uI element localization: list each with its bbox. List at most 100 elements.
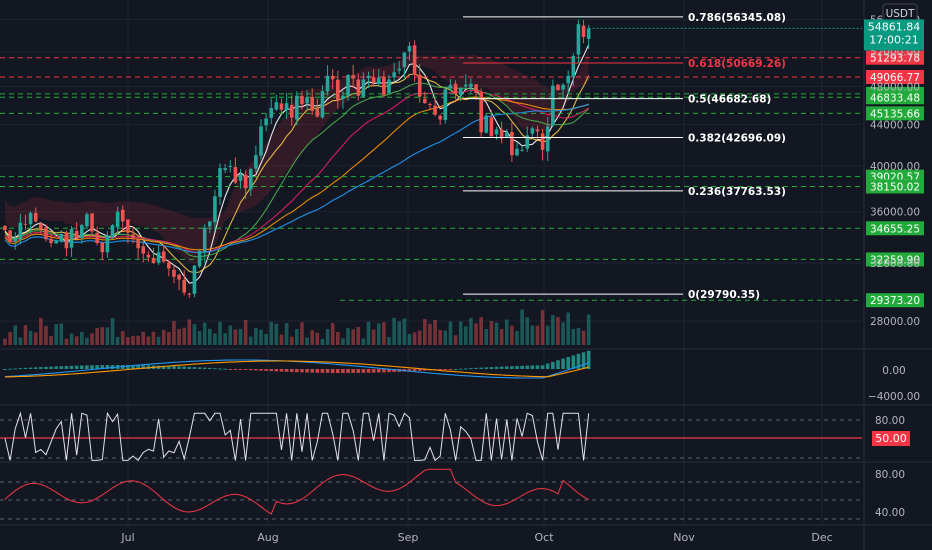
candle-body: [141, 246, 146, 254]
candle-body: [23, 223, 28, 225]
volume-bar: [510, 325, 514, 345]
time-tick-label: Dec: [811, 531, 832, 544]
candle-body: [448, 84, 453, 89]
volume-bar: [361, 338, 366, 345]
currency-badge[interactable]: USDT: [882, 3, 918, 23]
macd-hist-bar: [141, 365, 146, 369]
candle-body: [85, 214, 89, 227]
volume-bar: [351, 329, 355, 345]
macd-hist-bar: [325, 369, 330, 373]
candle-body: [576, 24, 581, 55]
macd-hist-bar: [187, 366, 192, 369]
candle-body: [131, 234, 135, 240]
candle-body: [376, 77, 381, 84]
macd-hist-bar: [18, 368, 23, 370]
volume-bar: [161, 329, 166, 345]
candle-body: [44, 227, 48, 240]
macd-hist-bar: [330, 369, 335, 373]
macd-hist-bar: [458, 368, 463, 370]
candle-body: [13, 237, 18, 242]
level-tag-4: [866, 106, 924, 121]
volume-bar: [484, 328, 489, 345]
macd-hist-bar: [566, 357, 570, 369]
price-axis[interactable]: 51293.7849066.7747193.5146833.4845135.66…: [866, 14, 924, 519]
volume-bar: [39, 318, 43, 345]
candle-body: [346, 74, 350, 96]
volume-bar: [376, 323, 381, 345]
candle-body: [336, 79, 340, 101]
macd-hist-bar: [320, 369, 325, 373]
volume-bar: [254, 328, 258, 345]
macd-hist-bar: [356, 369, 361, 373]
volume-bar: [23, 325, 28, 345]
volume-bar: [28, 330, 33, 345]
volume-bar: [208, 328, 212, 345]
candle-body: [218, 168, 222, 197]
volume-bar: [489, 321, 494, 345]
macd-hist-bar: [535, 365, 540, 369]
volume-bar: [535, 325, 540, 345]
price-tick-label: 48000.00: [870, 82, 920, 94]
candle-body: [356, 79, 361, 96]
rsi-line: [4, 411, 590, 462]
macd-hist-bar: [44, 366, 48, 369]
candle-body: [3, 225, 7, 231]
volume-bar: [464, 326, 468, 345]
macd-hist-bar: [243, 369, 248, 370]
volume-bar: [110, 318, 115, 345]
macd-hist-bar: [197, 367, 202, 369]
volume-bar: [233, 329, 238, 345]
ma-pink-line: [4, 89, 589, 253]
volume-bar: [346, 328, 350, 345]
level-tag-8: [866, 252, 924, 267]
candle-body: [248, 169, 253, 190]
fib-label-0: 0.786(56345.08): [688, 12, 786, 24]
macd-hist-bar: [382, 369, 386, 373]
volume-bar: [320, 338, 325, 345]
macd-hist-bar: [182, 366, 186, 369]
macd-hist-bar: [95, 365, 99, 369]
candle-body: [213, 196, 217, 223]
macd-hist-bar: [371, 369, 376, 373]
candle-body: [310, 96, 314, 111]
macd-hist-bar: [172, 366, 176, 369]
time-axis[interactable]: Jul Aug Sep Oct Nov Dec: [120, 531, 832, 544]
volume-bar: [187, 319, 192, 345]
candle-body: [484, 115, 489, 133]
macd-hist-bar: [474, 367, 478, 369]
macd-hist-bar: [274, 369, 279, 372]
volume-bar: [274, 323, 279, 345]
macd-hist-bar: [556, 360, 560, 369]
price-tick-label: 36000.00: [870, 207, 920, 219]
level-tag-1: [866, 69, 924, 84]
volume-bar: [192, 324, 197, 345]
macd-hist-bar: [33, 367, 38, 369]
volume-bar: [177, 328, 181, 345]
candle-body: [49, 238, 53, 244]
candle-body: [18, 222, 23, 240]
candle-body: [551, 85, 555, 126]
candle-body: [156, 252, 161, 263]
fib-label-1: 0.618(50669.26): [688, 58, 786, 70]
candle-body: [136, 239, 140, 249]
volume-bar: [504, 319, 509, 345]
macd-hist-bar: [520, 365, 524, 369]
current-price-countdown: 17:00:21: [869, 33, 918, 46]
volume-bar: [279, 334, 284, 345]
candle-body: [458, 88, 463, 95]
candle-body: [161, 251, 166, 262]
volume-bar: [167, 332, 171, 345]
volume-bar: [494, 322, 499, 345]
macd-hist-bar: [499, 366, 504, 369]
candle-body: [392, 72, 396, 78]
candle-body: [464, 84, 468, 87]
candle-body: [69, 228, 74, 248]
rsi-midline-tag: [872, 431, 910, 446]
candle-body: [259, 126, 263, 156]
macd-hist-bar: [259, 369, 263, 371]
macd-hist-bar: [571, 355, 576, 369]
candle-body: [233, 167, 238, 183]
candle-body: [54, 240, 58, 244]
volume-bar: [49, 335, 53, 345]
